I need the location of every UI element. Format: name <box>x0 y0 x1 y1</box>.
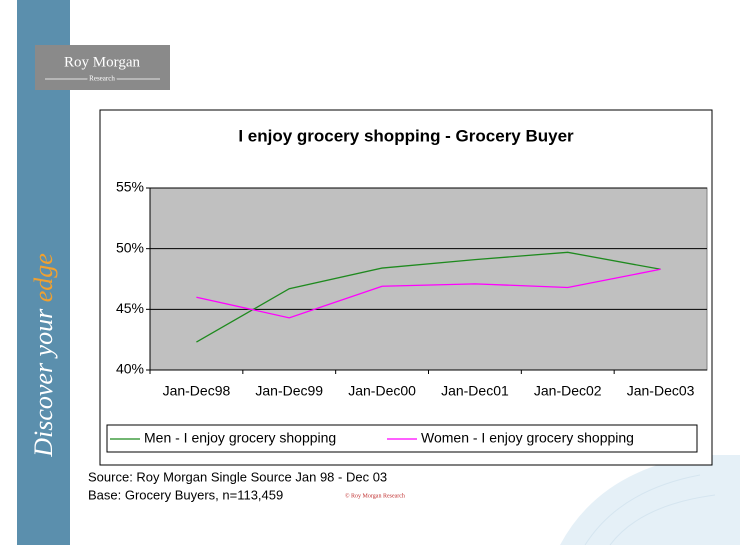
tagline-accent: edge <box>29 253 58 302</box>
x-tick-label: Jan-Dec98 <box>163 383 231 399</box>
logo-name: Roy Morgan <box>64 54 140 70</box>
x-tick-label: Jan-Dec01 <box>441 383 509 399</box>
x-tick-label: Jan-Dec02 <box>534 383 602 399</box>
legend-label: Men - I enjoy grocery shopping <box>144 430 336 446</box>
tagline-text: Discover your <box>29 308 58 458</box>
logo <box>35 45 170 90</box>
y-tick-label: 50% <box>116 239 144 255</box>
chart-title: I enjoy grocery shopping - Grocery Buyer <box>238 126 574 145</box>
tagline: Discover your edge <box>29 253 58 458</box>
x-tick-label: Jan-Dec00 <box>348 383 416 399</box>
base-note: Base: Grocery Buyers, n=113,459 <box>88 487 283 502</box>
copyright: © Roy Morgan Research <box>345 492 405 499</box>
shell-decoration <box>560 455 740 546</box>
legend-label: Women - I enjoy grocery shopping <box>421 430 634 446</box>
source-note: Source: Roy Morgan Single Source Jan 98 … <box>88 469 387 484</box>
plot-area <box>149 187 708 371</box>
y-tick-label: 40% <box>116 361 144 377</box>
logo-sub: Research <box>89 75 115 83</box>
series-line <box>196 251 661 343</box>
x-tick-label: Jan-Dec03 <box>627 383 695 399</box>
y-tick-label: 55% <box>116 179 144 195</box>
y-tick-label: 45% <box>116 300 144 316</box>
sidebar <box>17 0 70 545</box>
x-tick-label: Jan-Dec99 <box>255 383 323 399</box>
series-line <box>196 268 661 319</box>
